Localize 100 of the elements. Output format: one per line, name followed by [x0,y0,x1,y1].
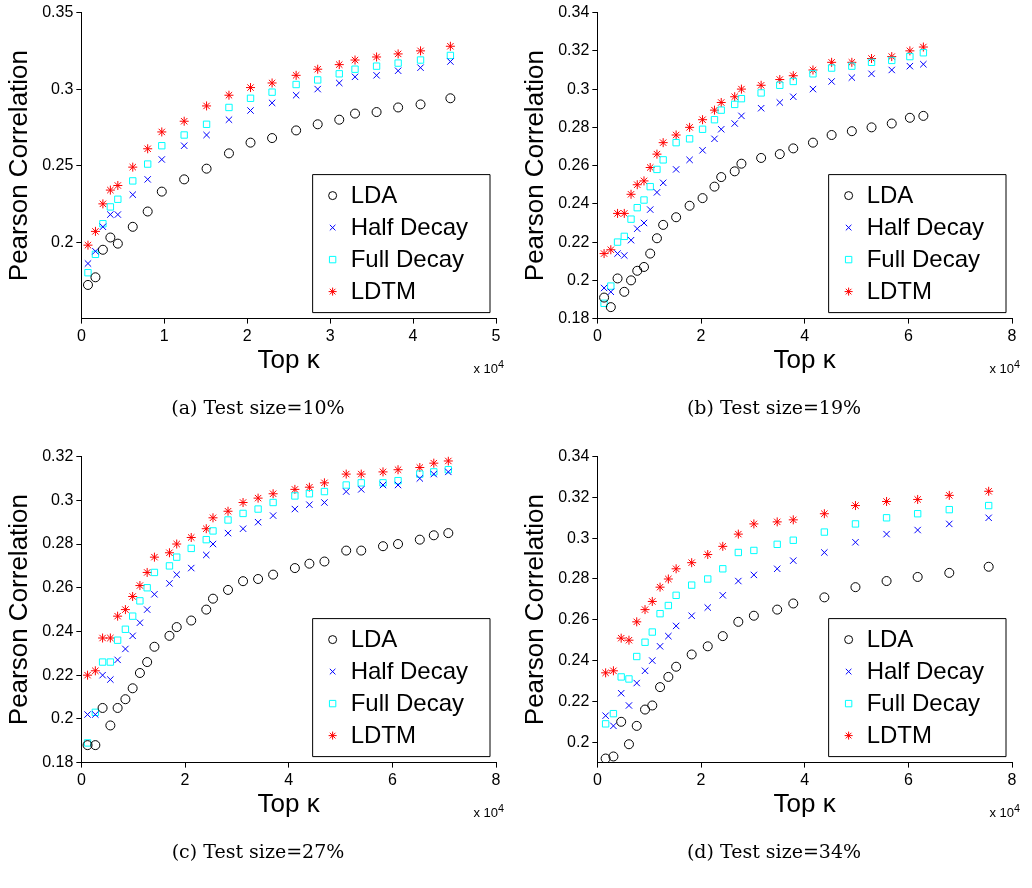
point [944,490,955,501]
point [445,41,456,52]
point [848,62,856,70]
point [672,622,680,630]
point [289,563,300,574]
point [627,236,635,244]
point [773,540,781,548]
x-tick-label: 4 [800,770,810,788]
point [605,302,616,313]
point [142,567,153,578]
point [209,540,217,548]
point [709,105,720,116]
point [886,118,897,129]
point [416,474,424,483]
point [394,476,402,485]
point [671,563,682,574]
point [600,753,611,763]
point [239,509,247,518]
point [640,704,651,715]
point [717,631,728,642]
legend-label: LDA [866,181,914,209]
point [619,208,630,219]
point [351,65,359,73]
point [121,645,130,653]
point [90,226,101,237]
point [710,116,719,124]
point [719,591,727,599]
point [292,91,300,99]
point [350,55,361,66]
point [918,42,929,53]
point [733,529,744,540]
y-tick-label: 0.26 [42,578,74,596]
x-tick-label: 4 [408,326,418,344]
point [150,590,159,598]
x-axis-title: Top κ [257,343,321,374]
point [627,215,635,223]
point [612,273,623,284]
point [179,174,190,185]
point [850,582,861,593]
point [239,525,247,533]
point [171,539,182,550]
point [623,635,634,646]
point [664,632,673,640]
point [687,612,696,620]
y-tick-label: 0.28 [42,534,74,552]
point [788,598,799,609]
point [912,571,923,582]
point [655,682,666,693]
legend-label: LDTM [350,277,416,305]
y-tick-label: 0.2 [567,270,590,288]
point [658,137,669,148]
point [736,158,747,169]
legend-label: LDA [866,625,914,653]
point [601,720,610,728]
point [268,488,279,499]
y-tick-label: 0.26 [558,610,590,628]
point [633,652,641,661]
y-tick-label: 0.2 [51,232,74,250]
y-tick-label: 0.32 [558,487,590,505]
point [201,100,212,111]
point [729,91,740,102]
y-tick-label: 0.3 [51,490,74,508]
point [223,584,234,595]
point [312,119,323,130]
point [90,740,101,751]
x-tick-label: 8 [1007,326,1017,344]
point [393,464,404,475]
point [105,633,116,644]
point [357,479,365,487]
point [601,712,610,720]
point [773,565,781,573]
point [114,195,122,203]
point [717,541,728,552]
point [633,225,641,233]
point [319,477,330,488]
point [269,511,277,520]
point [357,485,365,494]
point [731,119,739,128]
point [225,116,233,124]
point [772,516,783,527]
point [904,112,915,123]
point [827,77,836,86]
point [164,630,175,641]
point [619,286,630,297]
y-tick-label: 0.24 [558,194,590,212]
point [882,530,891,538]
point [686,557,697,568]
point [342,481,350,489]
point [625,675,633,683]
point [734,548,743,557]
point [97,198,108,209]
point [632,179,643,190]
point [225,103,233,112]
point [312,64,323,75]
point [156,126,167,137]
point [656,642,664,650]
point [919,49,928,57]
point [599,248,610,259]
point [254,505,262,513]
point [334,114,345,125]
